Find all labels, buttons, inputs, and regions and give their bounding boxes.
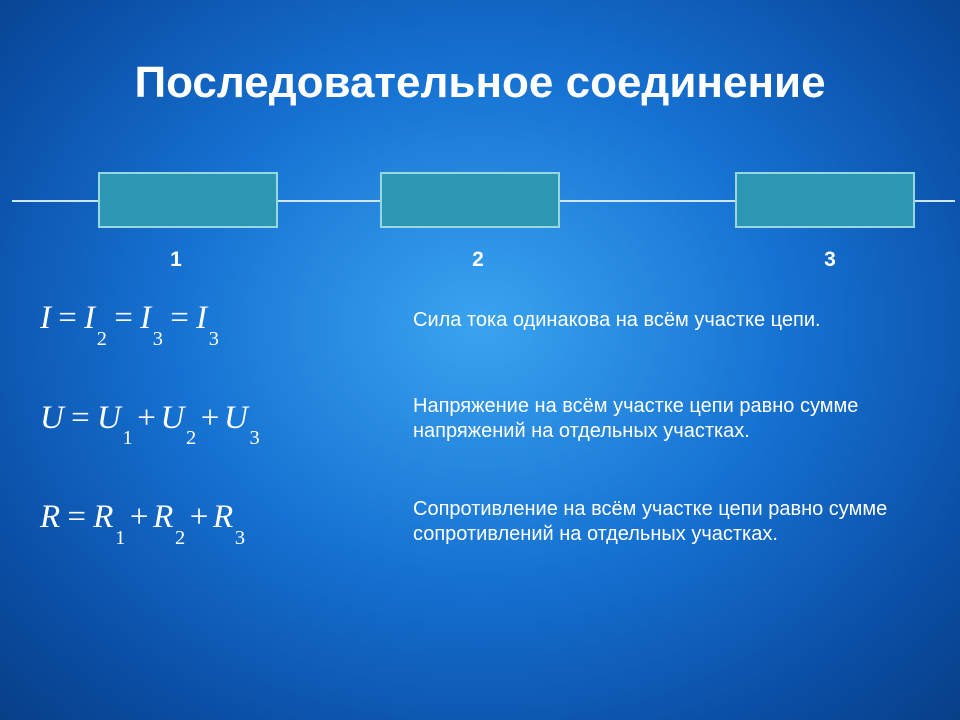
resistor-label: 3	[818, 248, 842, 272]
resistor-box	[380, 172, 560, 228]
description-text: Сопротивление на всём участке цепи равно…	[413, 497, 918, 548]
resistor-label: 1	[164, 248, 188, 272]
description-text: Напряжение на всём участке цепи равно су…	[413, 394, 918, 445]
formula-column: I=I2=I3=I3 U=U1+U2+U3 R=R1+R2+R3	[40, 300, 410, 599]
formula-row: U=U1+U2+U3	[40, 400, 410, 442]
description-column: Сила тока одинакова на всём участке цепи…	[413, 308, 918, 608]
slide-title: Последовательное соединение	[0, 58, 960, 108]
circuit-wire	[12, 200, 98, 202]
resistor-box	[98, 172, 278, 228]
formula-row: R=R1+R2+R3	[40, 499, 410, 541]
circuit-wire	[560, 200, 735, 202]
resistor-label: 2	[466, 248, 490, 272]
formula-row: I=I2=I3=I3	[40, 300, 410, 342]
description-text: Сила тока одинакова на всём участке цепи…	[413, 308, 918, 334]
circuit-wire	[915, 200, 955, 202]
circuit-wire	[278, 200, 380, 202]
resistor-box	[735, 172, 915, 228]
